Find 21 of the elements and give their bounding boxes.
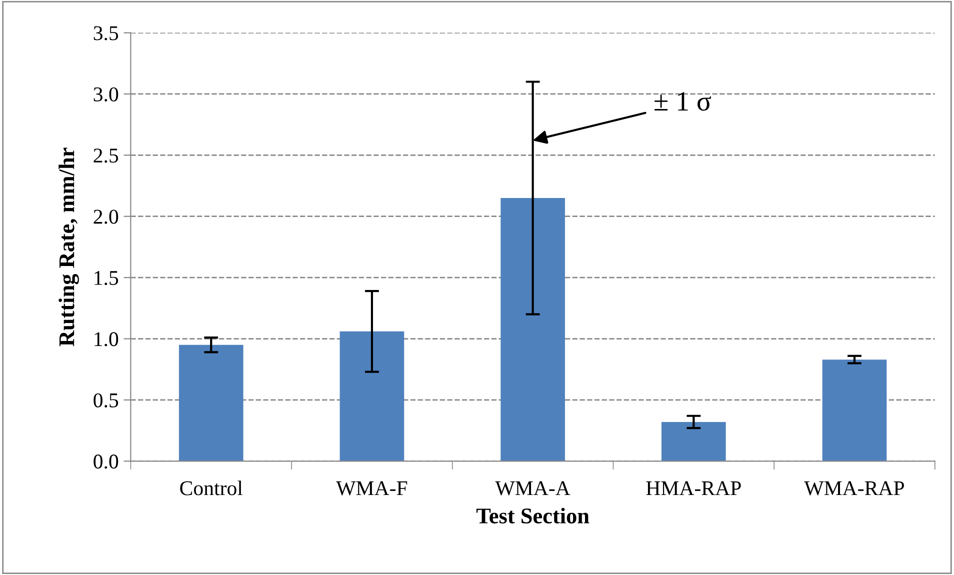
x-tick-label: WMA-F — [336, 481, 408, 496]
bar — [178, 344, 244, 462]
x-tick-label: Control — [180, 480, 243, 496]
y-tick-label: 3.5 — [94, 26, 118, 40]
x-tick-label: WMA-A — [495, 481, 570, 496]
bar — [340, 331, 404, 462]
y-tick-label: 2.5 — [94, 148, 118, 163]
x-tick-label: WMA-RAP — [804, 481, 904, 496]
bar — [822, 360, 887, 462]
x-tick-label: HMA-RAP — [646, 481, 741, 496]
y-axis-title: Rutting Rate, mm/hr — [58, 148, 79, 346]
bar — [661, 422, 726, 462]
y-tick-label: 2.0 — [94, 210, 118, 224]
bar — [500, 198, 565, 462]
y-tick-label: 1.5 — [94, 271, 118, 286]
y-tick-label: 0.5 — [94, 393, 118, 408]
annotation: ± 1 σ — [654, 92, 712, 111]
y-tick-label: 1.0 — [94, 332, 118, 346]
y-tick-label: 3.0 — [94, 87, 118, 102]
y-tick-label: 0.0 — [94, 454, 118, 469]
x-axis-title: Test Section — [476, 508, 590, 524]
